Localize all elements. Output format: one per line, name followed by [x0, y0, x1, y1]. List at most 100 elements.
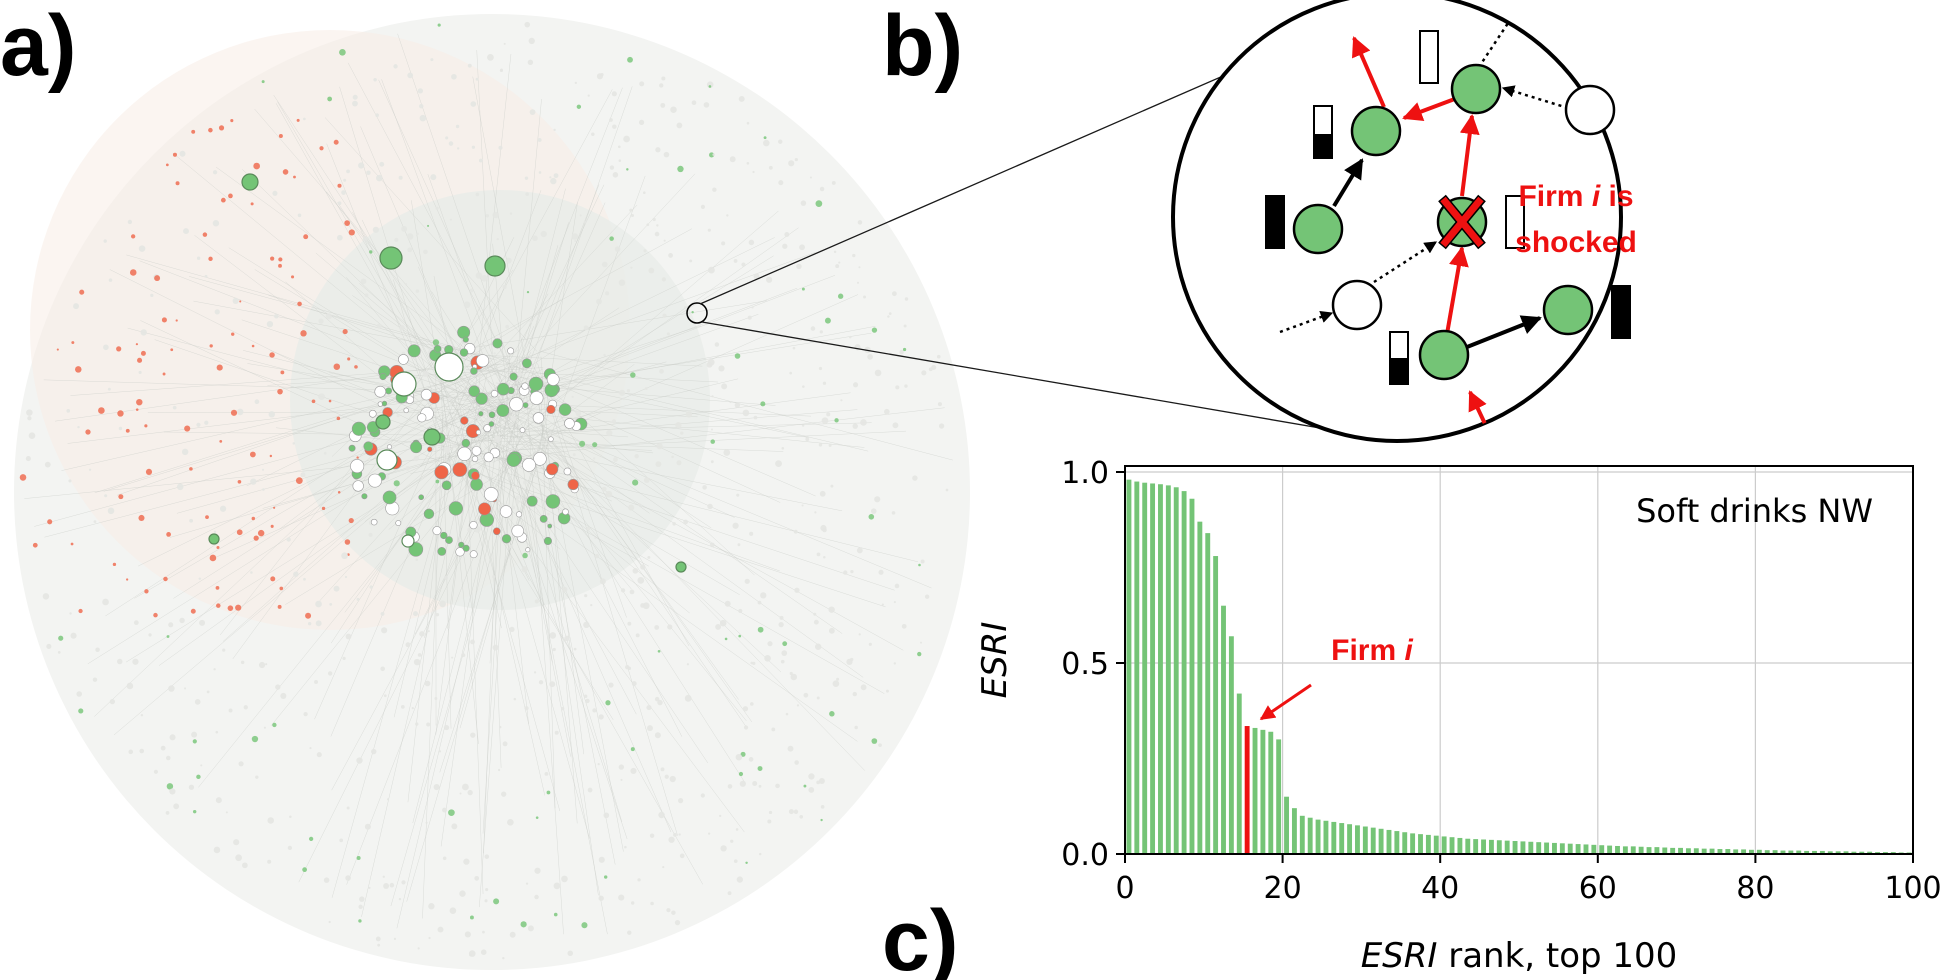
network-edge: [540, 351, 953, 461]
network-node: [608, 682, 614, 688]
network-node: [295, 477, 303, 484]
network-node: [740, 751, 746, 757]
x-tick-label: 40: [1421, 871, 1459, 906]
network-node: [710, 460, 714, 464]
network-node: [464, 931, 471, 938]
network-node: [66, 409, 71, 413]
network-node: [386, 444, 392, 450]
network-node: [336, 416, 341, 421]
bar: [1812, 850, 1817, 854]
edge-red: [1352, 36, 1386, 108]
bar: [1662, 847, 1668, 854]
network-node: [819, 186, 825, 192]
network-node: [319, 146, 324, 151]
network-node: [300, 472, 306, 478]
network-node: [446, 626, 450, 629]
network-node: [485, 416, 492, 423]
network-node: [485, 214, 490, 218]
network-node: [104, 494, 108, 498]
network-node: [289, 815, 292, 819]
network-node: [868, 642, 872, 646]
network-node: [78, 608, 83, 614]
network-node: [480, 949, 487, 955]
network-node: [218, 125, 225, 131]
network-edge: [498, 374, 608, 935]
network-node: [522, 358, 532, 369]
network-node: [46, 643, 52, 649]
x-tick-label: 0: [1115, 871, 1134, 906]
network-node: [352, 480, 364, 492]
network-node: [239, 300, 242, 303]
network-node: [58, 635, 64, 641]
network-node: [263, 726, 266, 729]
network-node: [822, 381, 827, 385]
network-node: [640, 564, 646, 570]
x-tick-label: 100: [1884, 871, 1941, 906]
network-node: [418, 494, 424, 501]
network-node: [609, 236, 614, 241]
network-node: [624, 845, 627, 849]
network-node: [858, 266, 861, 269]
network-node: [270, 256, 275, 261]
network-node: [515, 511, 523, 518]
network-node: [413, 658, 421, 666]
network-node: [459, 792, 462, 795]
network-node: [564, 418, 575, 429]
bar: [1142, 482, 1148, 854]
network-edge: [360, 126, 463, 367]
network-edge: [285, 443, 550, 605]
network-edge: [532, 374, 624, 852]
network-node: [275, 684, 281, 690]
network-edge: [538, 420, 753, 723]
network-edge: [531, 362, 690, 647]
network-node: [627, 930, 632, 935]
bar: [1725, 849, 1731, 854]
network-node: [771, 727, 776, 732]
network-node: [461, 438, 471, 448]
network-edge: [457, 451, 885, 694]
network-edge: [439, 366, 502, 629]
network-node: [601, 486, 607, 492]
network-node: [750, 702, 754, 706]
network-edge: [412, 413, 518, 824]
network-hub-node: [675, 561, 687, 573]
bar: [1552, 842, 1557, 854]
network-node: [727, 891, 732, 896]
network-node: [549, 681, 556, 688]
network-node: [746, 161, 750, 165]
edge-dotted: [1501, 85, 1569, 110]
network-node: [613, 457, 618, 462]
network-node: [460, 416, 469, 425]
network-node: [871, 327, 878, 333]
network-node: [819, 330, 823, 334]
bar: [1299, 815, 1305, 854]
network-node: [413, 611, 418, 617]
network-node: [758, 852, 762, 856]
bar: [1276, 739, 1282, 854]
network-node: [521, 382, 529, 390]
network-node: [267, 817, 274, 824]
level-bar: [1265, 195, 1285, 249]
network-node: [457, 446, 472, 461]
network-node: [417, 88, 424, 94]
network-node: [928, 367, 933, 372]
network-node: [292, 442, 296, 445]
bar: [1457, 837, 1463, 854]
x-axis-label-italic: ESRI: [1361, 936, 1438, 976]
edge-black: [1466, 315, 1542, 349]
network-node: [562, 586, 568, 593]
network-node: [370, 518, 378, 526]
network-node: [646, 223, 650, 227]
bar: [1520, 841, 1526, 854]
zoom-inset: [1171, 0, 1631, 443]
network-node: [209, 344, 213, 348]
network-edge: [514, 98, 542, 393]
network-edge: [127, 327, 511, 429]
network-hub-node: [401, 534, 415, 548]
network-node: [251, 344, 255, 348]
network-node: [808, 773, 815, 780]
network-node: [127, 219, 133, 225]
network-node: [511, 505, 516, 510]
network-node: [711, 395, 714, 398]
network-node: [820, 805, 825, 809]
